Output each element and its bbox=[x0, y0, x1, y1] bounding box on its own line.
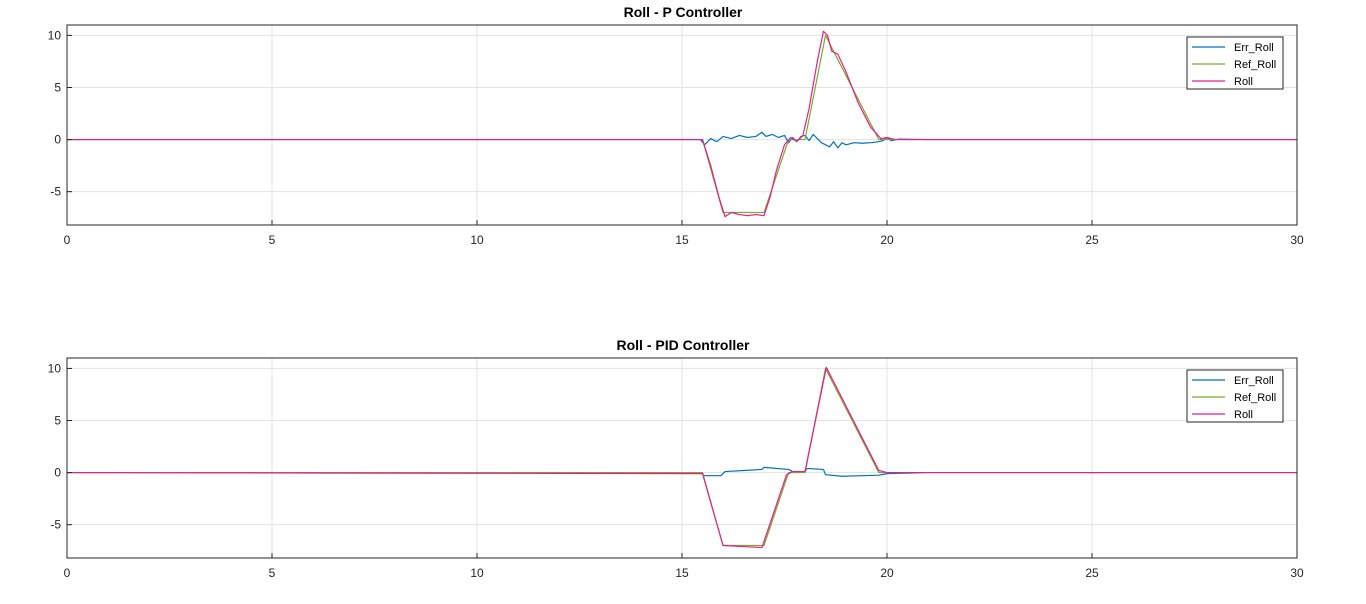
y-tick-label: -5 bbox=[50, 185, 61, 199]
series-line-roll bbox=[66, 366, 1297, 549]
x-tick-label: 25 bbox=[1085, 233, 1099, 247]
series-line-ref-roll bbox=[67, 34, 1297, 214]
chart-title: Roll - P Controller bbox=[624, 4, 743, 20]
y-tick-label: 5 bbox=[54, 414, 61, 428]
chart-title: Roll - PID Controller bbox=[617, 337, 751, 353]
x-tick-label: 0 bbox=[64, 566, 71, 580]
series-line-roll bbox=[67, 30, 1297, 218]
grid bbox=[66, 25, 1298, 225]
y-tick-label: 0 bbox=[54, 466, 61, 480]
series-lines bbox=[67, 30, 1297, 218]
x-tick-label: 5 bbox=[269, 233, 276, 247]
grid bbox=[66, 358, 1298, 558]
legend-label: Err_Roll bbox=[1234, 42, 1274, 54]
x-tick-label: 15 bbox=[675, 566, 689, 580]
tick-labels: 0 5 10 15 20 25 30 -5 0 5 10 bbox=[48, 28, 1304, 247]
y-tick-label: 10 bbox=[48, 28, 62, 42]
legend-box bbox=[1186, 369, 1284, 423]
x-tick-label: 20 bbox=[880, 233, 894, 247]
subplot-pid-controller: Roll - PID Controller 0 5 10 15 20 25 30 -5 0 5 10… bbox=[48, 337, 1304, 580]
series-lines bbox=[66, 366, 1297, 549]
legend: Err_Roll Ref_Roll Roll bbox=[1186, 36, 1284, 90]
x-tick-label: 0 bbox=[64, 233, 71, 247]
tick-labels: 0 5 10 15 20 25 30 -5 0 5 10 bbox=[48, 361, 1304, 580]
legend-label: Roll bbox=[1234, 76, 1253, 88]
x-tick-label: 10 bbox=[470, 566, 484, 580]
legend-box bbox=[1186, 36, 1284, 90]
x-tick-label: 5 bbox=[269, 566, 276, 580]
x-tick-label: 30 bbox=[1290, 233, 1304, 247]
x-tick-label: 15 bbox=[675, 233, 689, 247]
x-tick-label: 25 bbox=[1085, 566, 1099, 580]
legend-label: Ref_Roll bbox=[1234, 59, 1276, 71]
series-line-err-roll bbox=[67, 131, 1297, 149]
y-tick-label: 5 bbox=[54, 81, 61, 95]
legend-label: Roll bbox=[1234, 409, 1253, 421]
x-tick-label: 20 bbox=[880, 566, 894, 580]
legend: Err_Roll Ref_Roll Roll bbox=[1186, 369, 1284, 423]
x-tick-label: 10 bbox=[470, 233, 484, 247]
x-tick-label: 30 bbox=[1290, 566, 1304, 580]
y-tick-label: -5 bbox=[50, 518, 61, 532]
y-tick-label: 0 bbox=[54, 133, 61, 147]
legend-label: Ref_Roll bbox=[1234, 392, 1276, 404]
subplot-p-controller: Roll - P Controller 0 5 10 15 20 25 30 -5 0 5 10 E… bbox=[48, 4, 1304, 247]
legend-label: Err_Roll bbox=[1234, 375, 1274, 387]
y-tick-label: 10 bbox=[48, 361, 62, 375]
